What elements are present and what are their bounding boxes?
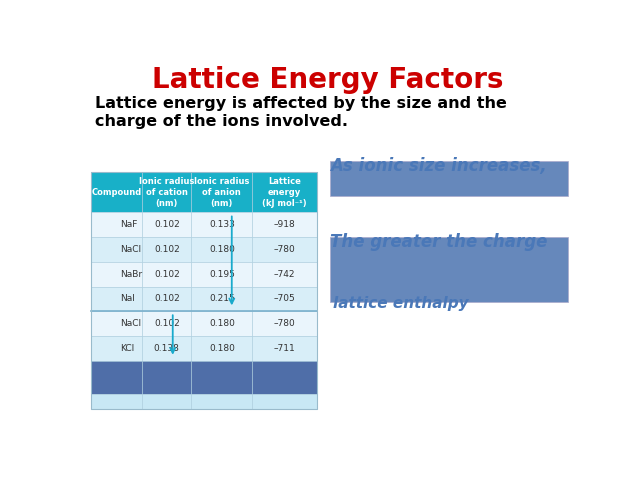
Bar — [92, 213, 142, 237]
Text: Ionic radius
of cation
(nm): Ionic radius of cation (nm) — [139, 177, 195, 208]
Bar — [92, 172, 317, 409]
Text: 0.102: 0.102 — [154, 294, 180, 303]
Text: Compound: Compound — [92, 188, 142, 197]
Bar — [330, 237, 568, 301]
Text: 0.180: 0.180 — [209, 245, 235, 254]
Bar — [252, 262, 317, 287]
Bar — [92, 336, 142, 360]
Bar — [142, 172, 191, 213]
Bar — [252, 395, 317, 409]
Bar — [92, 287, 142, 311]
Bar — [142, 213, 191, 237]
Text: NaBr: NaBr — [120, 270, 142, 279]
Bar — [330, 161, 568, 196]
Bar — [142, 287, 191, 311]
Bar — [252, 287, 317, 311]
Text: lattice enthalpy: lattice enthalpy — [333, 296, 468, 311]
Bar — [142, 262, 191, 287]
Text: 0.138: 0.138 — [154, 344, 180, 353]
Bar — [142, 311, 191, 336]
Bar — [92, 262, 142, 287]
Text: NaCl: NaCl — [120, 319, 141, 328]
Text: 0.102: 0.102 — [154, 245, 180, 254]
Bar — [92, 172, 142, 213]
Bar — [92, 237, 142, 262]
Bar — [252, 311, 317, 336]
Text: KCl: KCl — [120, 344, 134, 353]
Bar — [252, 336, 317, 360]
Bar — [142, 237, 191, 262]
Text: Ionic radius
of anion
(nm): Ionic radius of anion (nm) — [194, 177, 250, 208]
Text: 0.180: 0.180 — [209, 319, 235, 328]
Bar — [92, 395, 142, 409]
Bar — [252, 213, 317, 237]
Bar — [191, 213, 252, 237]
Bar — [252, 237, 317, 262]
Text: 0.195: 0.195 — [209, 270, 235, 279]
Text: 0.180: 0.180 — [209, 344, 235, 353]
Text: 0.215: 0.215 — [209, 294, 235, 303]
Text: 0.102: 0.102 — [154, 319, 180, 328]
Bar — [252, 360, 317, 395]
Bar — [142, 360, 191, 395]
Text: NaI: NaI — [120, 294, 134, 303]
Text: Lattice Energy Factors: Lattice Energy Factors — [152, 66, 504, 94]
Bar — [92, 311, 142, 336]
Bar — [191, 360, 252, 395]
Text: 0.102: 0.102 — [154, 220, 180, 229]
Bar — [191, 395, 252, 409]
Text: –742: –742 — [274, 270, 296, 279]
Bar — [191, 262, 252, 287]
Text: NaF: NaF — [120, 220, 137, 229]
Text: –705: –705 — [274, 294, 296, 303]
Text: 0.133: 0.133 — [209, 220, 235, 229]
Bar — [191, 336, 252, 360]
Text: –711: –711 — [274, 344, 296, 353]
Text: –918: –918 — [274, 220, 296, 229]
Text: Lattice
energy
(kJ mol⁻¹): Lattice energy (kJ mol⁻¹) — [262, 177, 307, 208]
Text: 0.102: 0.102 — [154, 270, 180, 279]
Bar — [142, 395, 191, 409]
Text: –780: –780 — [274, 319, 296, 328]
Bar — [191, 287, 252, 311]
Text: –780: –780 — [274, 245, 296, 254]
Bar — [142, 336, 191, 360]
Bar — [92, 360, 142, 395]
Bar — [252, 172, 317, 213]
Text: Lattice energy is affected by the size and the
charge of the ions involved.: Lattice energy is affected by the size a… — [95, 96, 507, 129]
Text: As ionic size increases,: As ionic size increases, — [330, 157, 547, 175]
Bar — [191, 311, 252, 336]
Bar — [191, 237, 252, 262]
Text: NaCl: NaCl — [120, 245, 141, 254]
Text: The greater the charge: The greater the charge — [330, 233, 548, 251]
Bar — [191, 172, 252, 213]
